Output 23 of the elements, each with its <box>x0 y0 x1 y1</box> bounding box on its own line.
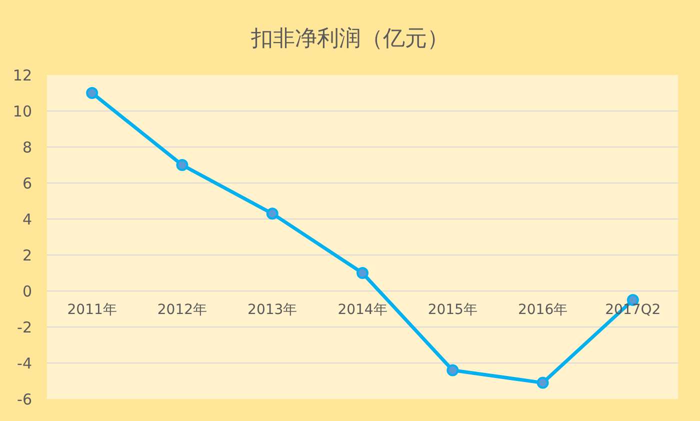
y-tick-label: 12 <box>12 66 32 84</box>
x-tick-label: 2012年 <box>157 302 208 318</box>
y-tick-label: -4 <box>17 354 32 372</box>
point <box>536 376 549 389</box>
x-tick-label: 2016年 <box>518 302 568 318</box>
x-tick-label: 2015年 <box>428 302 478 318</box>
point <box>356 267 368 279</box>
y-tick-label: 2 <box>22 246 32 264</box>
y-tick-label: 8 <box>22 138 32 156</box>
y-tick-label: 4 <box>22 210 32 228</box>
x-tick-label: 2011年 <box>67 302 117 318</box>
point <box>266 208 278 220</box>
point <box>446 364 459 376</box>
y-tick-label: 6 <box>22 174 32 192</box>
y-tick-label: 0 <box>22 282 32 300</box>
y-tick-label: 10 <box>12 102 32 120</box>
y-tick-label: -6 <box>17 390 32 408</box>
x-tick-label: 2014年 <box>338 302 388 318</box>
y-tick-label: -2 <box>17 318 32 336</box>
point <box>86 87 98 99</box>
point <box>176 159 188 171</box>
chart-title: 扣非净利润（亿元） <box>250 26 449 52</box>
x-tick-label: 2013年 <box>248 302 298 318</box>
